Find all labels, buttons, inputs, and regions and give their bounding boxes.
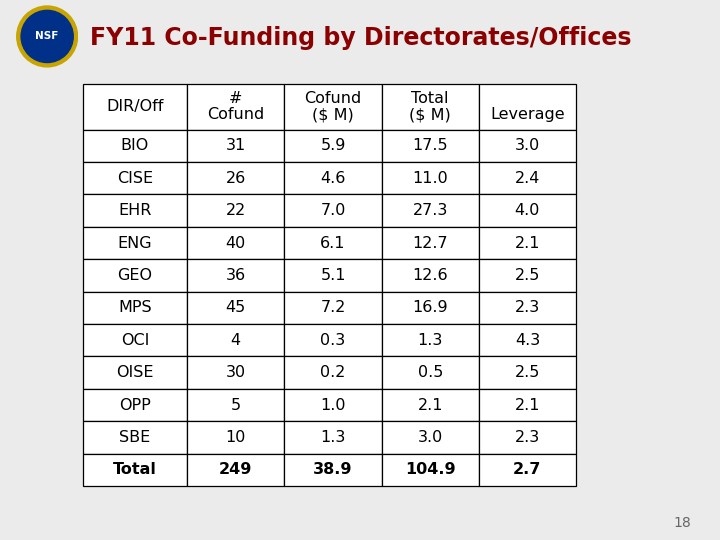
- Text: 104.9: 104.9: [405, 462, 456, 477]
- Text: 2.3: 2.3: [515, 300, 540, 315]
- Text: 2.5: 2.5: [515, 365, 540, 380]
- Text: 1.0: 1.0: [320, 397, 346, 413]
- Text: #: #: [229, 91, 243, 106]
- Text: ENG: ENG: [117, 235, 153, 251]
- Text: 17.5: 17.5: [413, 138, 448, 153]
- Text: 16.9: 16.9: [413, 300, 448, 315]
- Text: ($ M): ($ M): [410, 107, 451, 123]
- Text: SBE: SBE: [120, 430, 150, 445]
- Text: 1.3: 1.3: [320, 430, 346, 445]
- Text: 10: 10: [225, 430, 246, 445]
- Text: 38.9: 38.9: [313, 462, 353, 477]
- Circle shape: [21, 10, 73, 63]
- Text: 7.2: 7.2: [320, 300, 346, 315]
- Text: 40: 40: [225, 235, 246, 251]
- Text: 2.1: 2.1: [515, 235, 540, 251]
- Text: Cofund: Cofund: [305, 91, 361, 106]
- Text: 22: 22: [225, 203, 246, 218]
- Text: 31: 31: [225, 138, 246, 153]
- Text: 0.2: 0.2: [320, 365, 346, 380]
- Text: FY11 Co-Funding by Directorates/Offices: FY11 Co-Funding by Directorates/Offices: [90, 26, 631, 50]
- Text: 7.0: 7.0: [320, 203, 346, 218]
- Text: 26: 26: [225, 171, 246, 186]
- Circle shape: [17, 6, 78, 67]
- Text: OISE: OISE: [116, 365, 154, 380]
- Text: CISE: CISE: [117, 171, 153, 186]
- Text: OPP: OPP: [119, 397, 151, 413]
- Text: 11.0: 11.0: [413, 171, 448, 186]
- Text: 12.6: 12.6: [413, 268, 448, 283]
- Text: 30: 30: [226, 365, 246, 380]
- Text: 4.3: 4.3: [515, 333, 540, 348]
- Text: 27.3: 27.3: [413, 203, 448, 218]
- Text: 4.0: 4.0: [515, 203, 540, 218]
- Text: Leverage: Leverage: [490, 107, 564, 123]
- Text: GEO: GEO: [117, 268, 153, 283]
- Text: 5.1: 5.1: [320, 268, 346, 283]
- Text: 2.1: 2.1: [515, 397, 540, 413]
- Text: MPS: MPS: [118, 300, 152, 315]
- Text: ($ M): ($ M): [312, 107, 354, 123]
- Text: 4: 4: [230, 333, 241, 348]
- Text: 2.1: 2.1: [418, 397, 443, 413]
- Text: OCI: OCI: [121, 333, 149, 348]
- Text: 3.0: 3.0: [418, 430, 443, 445]
- Text: 0.5: 0.5: [418, 365, 443, 380]
- Text: 3.0: 3.0: [515, 138, 540, 153]
- Text: 12.7: 12.7: [413, 235, 448, 251]
- Text: Cofund: Cofund: [207, 107, 264, 123]
- Text: BIO: BIO: [121, 138, 149, 153]
- Text: Total: Total: [113, 462, 157, 477]
- Text: 5: 5: [230, 397, 241, 413]
- Text: 6.1: 6.1: [320, 235, 346, 251]
- Text: 249: 249: [219, 462, 253, 477]
- Text: 45: 45: [225, 300, 246, 315]
- Text: 2.7: 2.7: [513, 462, 541, 477]
- Text: Total: Total: [411, 91, 449, 106]
- Text: 2.3: 2.3: [515, 430, 540, 445]
- Text: 1.3: 1.3: [418, 333, 443, 348]
- Text: EHR: EHR: [118, 203, 152, 218]
- Text: DIR/Off: DIR/Off: [107, 99, 163, 114]
- Text: 2.5: 2.5: [515, 268, 540, 283]
- Text: 36: 36: [226, 268, 246, 283]
- Text: NSF: NSF: [35, 31, 59, 42]
- Text: 0.3: 0.3: [320, 333, 346, 348]
- Text: 5.9: 5.9: [320, 138, 346, 153]
- Text: 18: 18: [673, 516, 691, 530]
- Text: 4.6: 4.6: [320, 171, 346, 186]
- Text: 2.4: 2.4: [515, 171, 540, 186]
